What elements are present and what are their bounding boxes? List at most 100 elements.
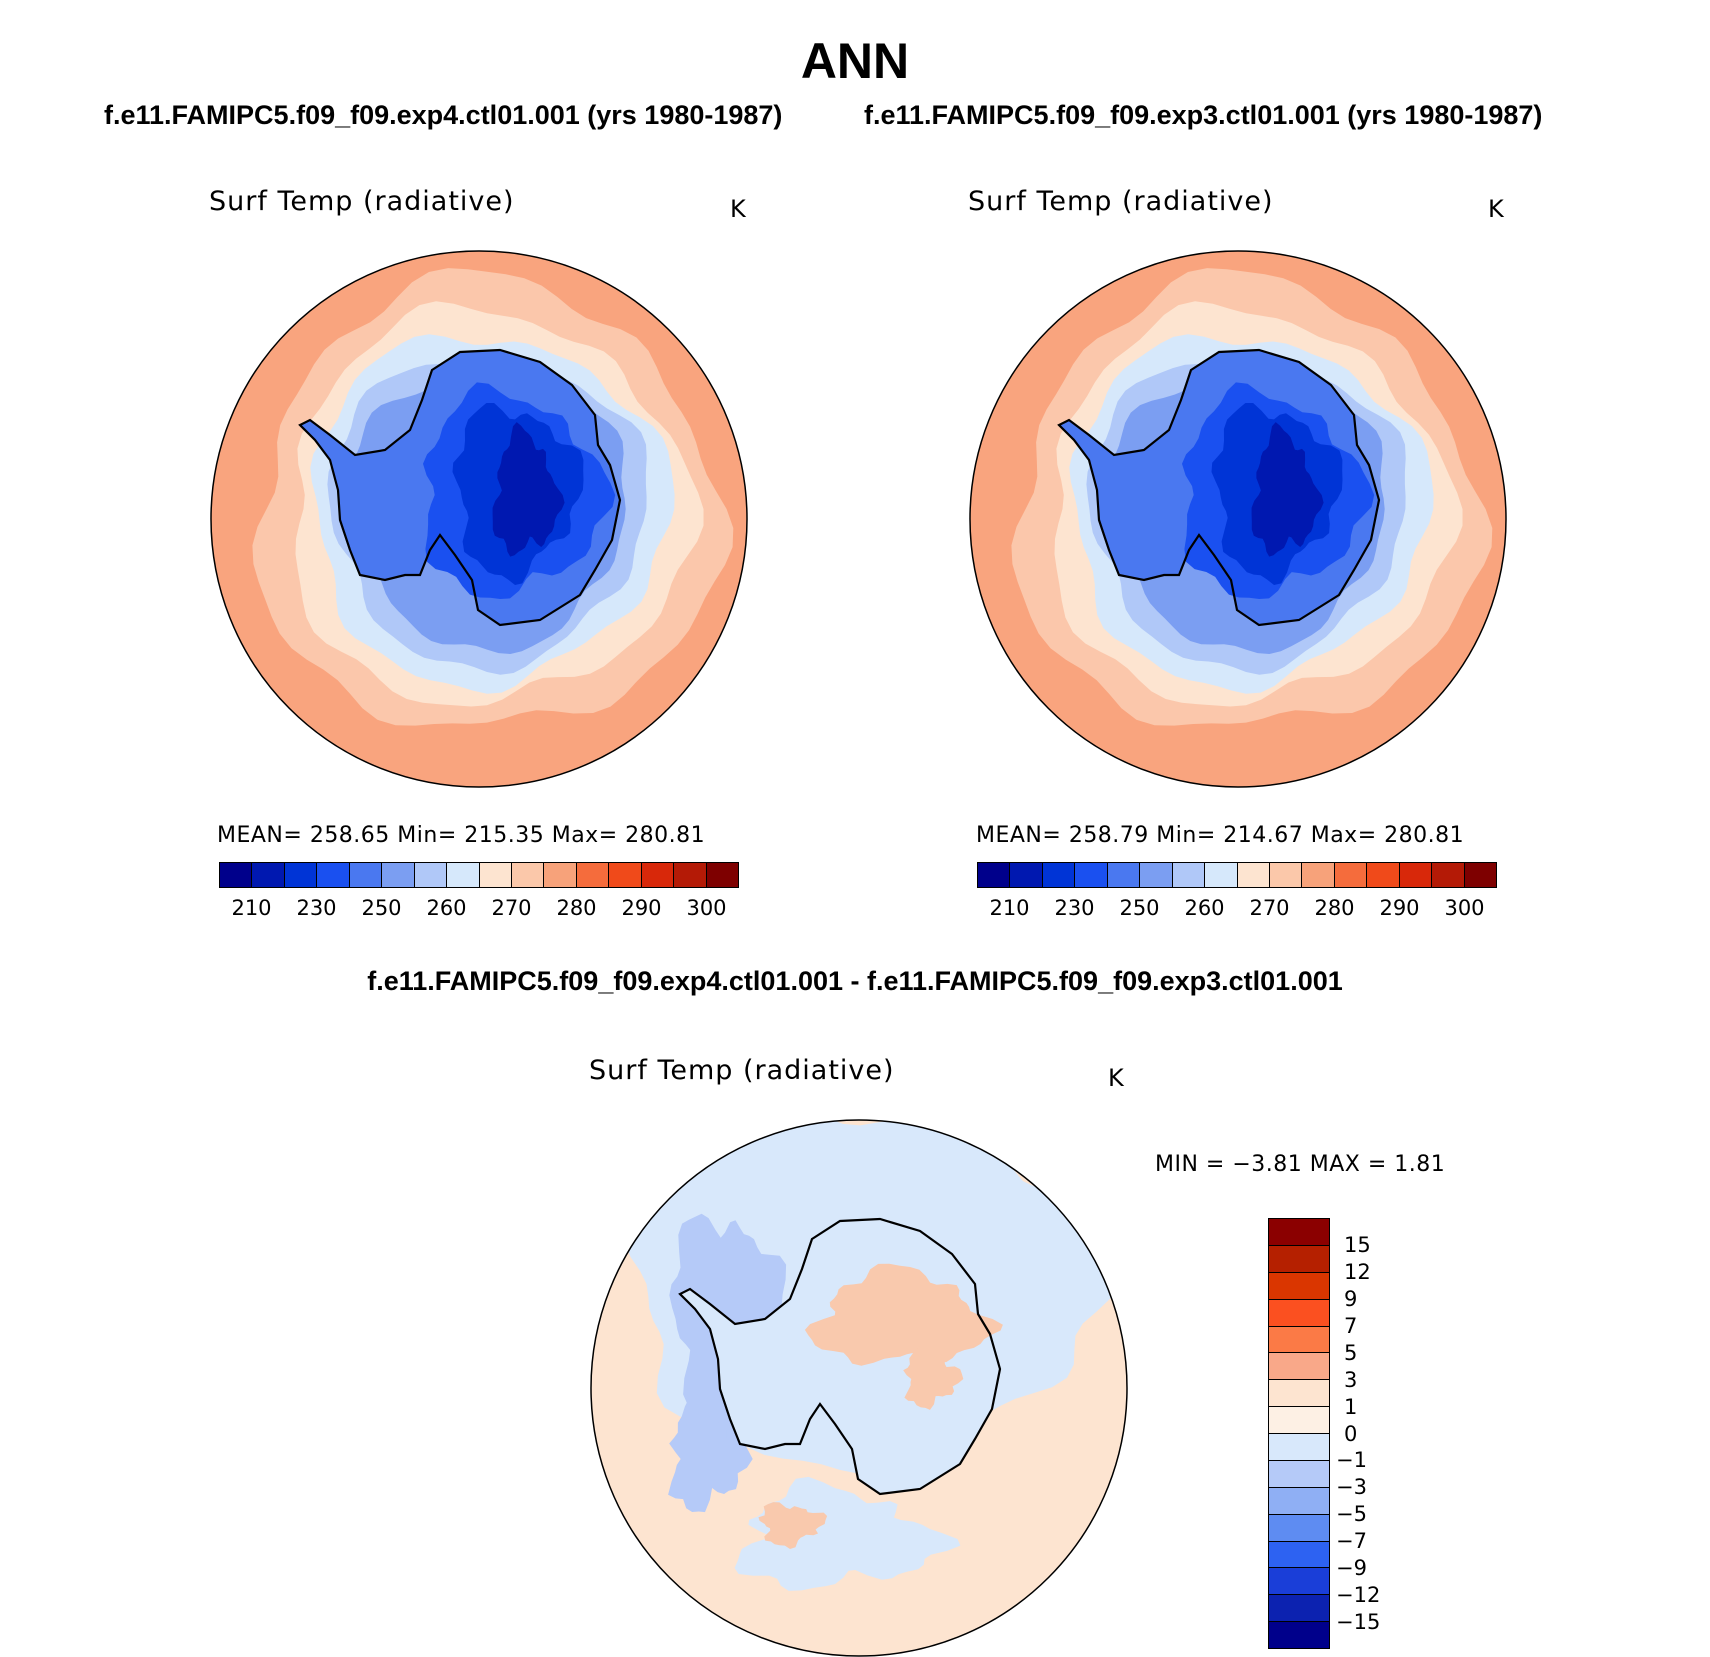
- left-units-label: K: [730, 195, 746, 223]
- colorbar-swatch: [1269, 1541, 1329, 1569]
- right-colorbar: [977, 862, 1497, 888]
- colorbar-swatch: [317, 863, 350, 887]
- colorbar-swatch: [641, 863, 675, 887]
- map-boundary: [969, 250, 1507, 788]
- right-variable-label: Surf Temp (radiative): [968, 186, 1274, 217]
- colorbar-swatch: [1172, 863, 1206, 887]
- left-case-title: f.e11.FAMIPC5.f09_f09.exp4.ctl01.001 (yr…: [104, 100, 783, 130]
- coastline: [298, 348, 622, 627]
- colorbar-tick-label: −15: [1336, 1610, 1381, 1635]
- right-stats: MEAN= 258.79 Min= 214.67 Max= 280.81: [976, 823, 1465, 848]
- difference-polar-map: [590, 1119, 1128, 1657]
- colorbar-swatch: [1269, 1487, 1329, 1515]
- colorbar-swatch: [1432, 863, 1465, 887]
- colorbar-tick-label: 280: [1314, 896, 1355, 920]
- diff-units-label: K: [1108, 1064, 1124, 1092]
- colorbar-tick-label: −5: [1336, 1502, 1367, 1527]
- colorbar-swatch: [1237, 863, 1270, 887]
- colorbar-tick-label: 290: [621, 896, 662, 920]
- coastline: [1057, 348, 1381, 627]
- colorbar-swatch: [1269, 1219, 1329, 1246]
- colorbar-tick-label: 290: [1379, 896, 1420, 920]
- diff-region: [668, 1396, 753, 1513]
- colorbar-swatch: [1334, 863, 1368, 887]
- colorbar-swatch: [544, 863, 577, 887]
- colorbar-tick-label: 250: [1119, 896, 1160, 920]
- colorbar-tick-label: 250: [361, 896, 402, 920]
- colorbar-swatch: [1140, 863, 1173, 887]
- figure-title: ANN: [800, 33, 910, 89]
- colorbar-tick-label: 300: [686, 896, 727, 920]
- colorbar-tick-label: 300: [1444, 896, 1485, 920]
- map-field: [211, 251, 747, 787]
- colorbar-tick-label: 270: [1249, 896, 1290, 920]
- colorbar-swatch: [978, 863, 1011, 887]
- colorbar-swatch: [609, 863, 642, 887]
- colorbar-tick-label: 230: [296, 896, 337, 920]
- colorbar-swatch: [1269, 1434, 1329, 1461]
- difference-colorbar: [1268, 1218, 1330, 1649]
- diff-region: [758, 1502, 828, 1549]
- colorbar-tick-label: −9: [1336, 1556, 1367, 1581]
- colorbar-swatch: [1367, 863, 1400, 887]
- colorbar-swatch: [674, 863, 707, 887]
- colorbar-tick-label: 12: [1344, 1259, 1371, 1284]
- diff-region: [903, 1346, 964, 1410]
- colorbar-swatch: [1269, 1272, 1329, 1300]
- colorbar-swatch: [349, 863, 383, 887]
- difference-title: f.e11.FAMIPC5.f09_f09.exp4.ctl01.001 - f…: [367, 966, 1343, 996]
- colorbar-tick-label: 9: [1344, 1286, 1358, 1311]
- colorbar-swatch: [414, 863, 448, 887]
- colorbar-swatch: [1269, 1460, 1329, 1488]
- colorbar-swatch: [1010, 863, 1043, 887]
- colorbar-tick-label: 270: [491, 896, 532, 920]
- colorbar-swatch: [576, 863, 610, 887]
- colorbar-swatch: [284, 863, 318, 887]
- diff-variable-label: Surf Temp (radiative): [589, 1055, 895, 1086]
- right-units-label: K: [1488, 195, 1504, 223]
- colorbar-swatch: [1269, 1622, 1329, 1648]
- ice-band: [1251, 422, 1324, 557]
- colorbar-swatch: [1464, 863, 1496, 887]
- map-field: [591, 1120, 1127, 1656]
- right-case-title: f.e11.FAMIPC5.f09_f09.exp3.ctl01.001 (yr…: [864, 100, 1543, 130]
- colorbar-swatch: [1269, 1407, 1329, 1434]
- colorbar-swatch: [1269, 1568, 1329, 1596]
- colorbar-swatch: [1269, 1245, 1329, 1273]
- colorbar-tick-label: 3: [1344, 1367, 1358, 1392]
- colorbar-tick-label: 210: [989, 896, 1030, 920]
- left-stats: MEAN= 258.65 Min= 215.35 Max= 280.81: [217, 823, 706, 848]
- colorbar-tick-label: −1: [1336, 1448, 1367, 1473]
- left-variable-label: Surf Temp (radiative): [209, 186, 515, 217]
- colorbar-tick-label: 260: [426, 896, 467, 920]
- colorbar-tick-label: 210: [231, 896, 272, 920]
- colorbar-swatch: [1269, 863, 1303, 887]
- colorbar-tick-label: 5: [1344, 1340, 1358, 1365]
- colorbar-tick-label: 230: [1054, 896, 1095, 920]
- colorbar-tick-label: 1: [1344, 1394, 1358, 1419]
- colorbar-swatch: [1042, 863, 1076, 887]
- colorbar-swatch: [447, 863, 480, 887]
- colorbar-tick-label: −7: [1336, 1529, 1367, 1554]
- colorbar-tick-label: 260: [1184, 896, 1225, 920]
- colorbar-swatch: [1269, 1514, 1329, 1542]
- colorbar-tick-label: 7: [1344, 1313, 1358, 1338]
- diff-region: [734, 1476, 961, 1591]
- coastline: [678, 1217, 1002, 1496]
- colorbar-tick-label: 0: [1344, 1421, 1358, 1446]
- colorbar-swatch: [1269, 1595, 1329, 1623]
- colorbar-swatch: [220, 863, 253, 887]
- colorbar-tick-label: −12: [1336, 1583, 1381, 1608]
- colorbar-swatch: [479, 863, 512, 887]
- ice-band: [492, 422, 565, 557]
- colorbar-tick-label: −3: [1336, 1475, 1367, 1500]
- right-polar-map: [969, 250, 1507, 788]
- colorbar-tick-label: 15: [1344, 1232, 1371, 1257]
- colorbar-swatch: [1399, 863, 1433, 887]
- left-polar-map: [210, 250, 748, 788]
- colorbar-swatch: [1269, 1326, 1329, 1354]
- map-field: [970, 251, 1506, 787]
- colorbar-swatch: [511, 863, 545, 887]
- colorbar-swatch: [1269, 1353, 1329, 1381]
- colorbar-tick-label: 280: [556, 896, 597, 920]
